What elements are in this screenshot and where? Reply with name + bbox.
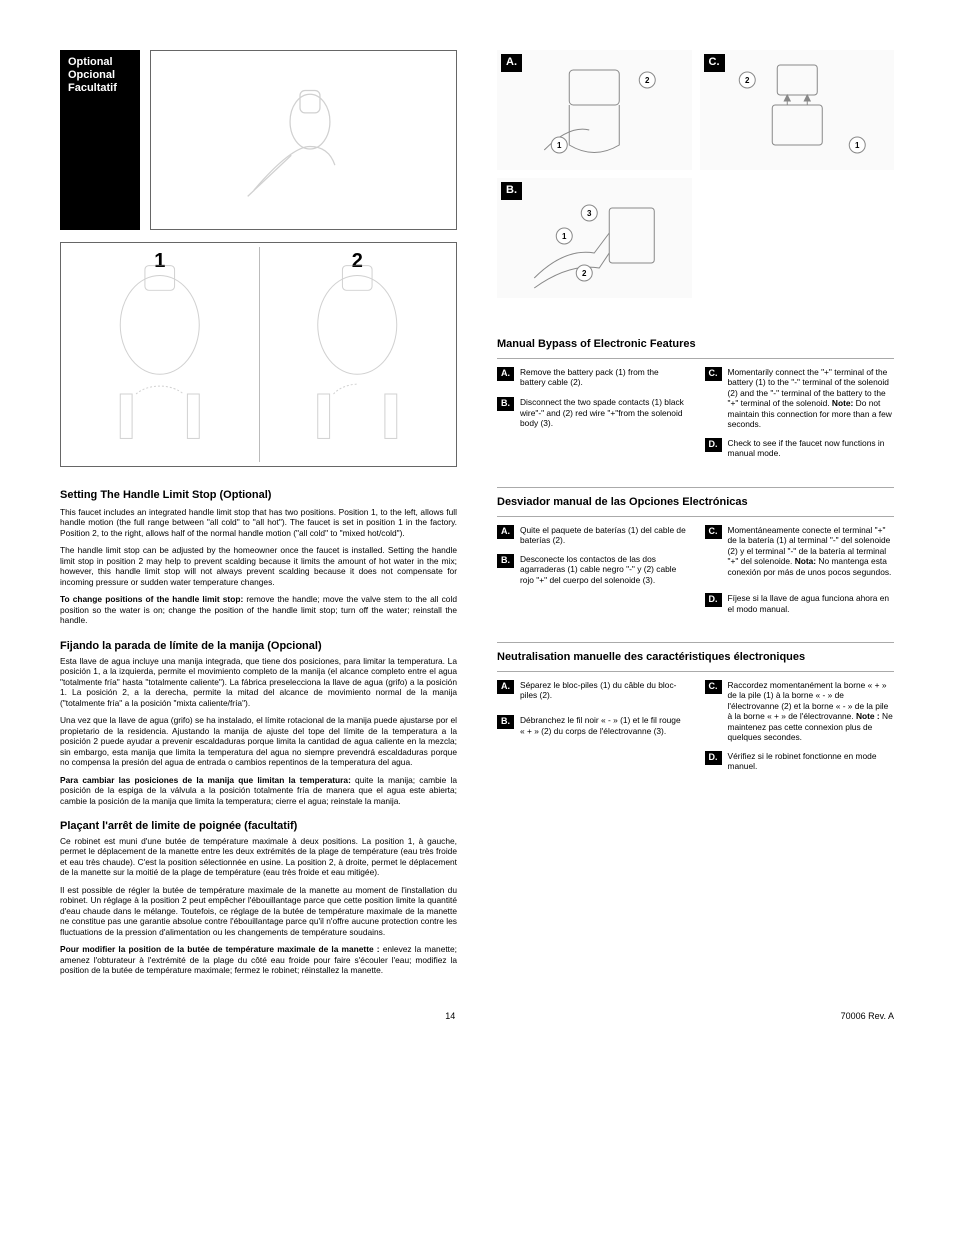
thumb-b: B. 3 1 2 [497,178,692,298]
divider [497,358,894,359]
r-fr-step-c: C. Raccordez momentanément la borne « + »… [705,680,895,743]
es-p3: Para cambiar las posiciones de la manija… [60,775,457,807]
svg-text:3: 3 [587,209,592,218]
step-letter-b: B. [497,715,514,729]
thumb-a: A. 2 1 [497,50,692,170]
r-es-d-text: Fíjese si la llave de agua funciona ahor… [728,593,895,614]
en-p3-bold: To change positions of the handle limit … [60,594,243,604]
figure-hand-screwdriver [150,50,457,230]
en-p1: This faucet includes an integrated handl… [60,507,457,539]
page-number: 14 [445,1011,455,1022]
thumb-c-letter: C. [704,54,725,72]
es-title: Fijando la parada de límite de la manija… [60,640,457,654]
es-p2: Una vez que la llave de agua (grifo) se … [60,715,457,768]
r-en-c-text: Momentarily connect the "+" terminal of … [728,367,895,430]
r-en-a-text: Remove the battery pack (1) from the bat… [520,367,687,389]
right-thumbnails: A. 2 1 C. [497,50,894,298]
step-letter-d: D. [705,438,722,452]
r-es-step-b: B. Desconecte los contactos de las dos ag… [497,554,687,586]
es-p1: Esta llave de agua incluye una manija in… [60,656,457,709]
r-es-b-text: Desconecte los contactos de las dos agar… [520,554,687,586]
r-en-step-c: C. Momentarily connect the "+" terminal o… [705,367,895,430]
page-columns: Optional Opcional Facultatif 1 2 [60,50,894,983]
badge-line-1: Optional [68,56,132,69]
step-letter-b: B. [497,397,514,411]
en-p2: The handle limit stop can be adjusted by… [60,545,457,587]
thumb-c: C. 2 1 [700,50,895,170]
step-letter-a: A. [497,680,514,694]
fr-p1: Ce robinet est muni d'une butée de tempé… [60,836,457,878]
hand-icon [197,78,411,203]
r-en-d-text: Check to see if the faucet now functions… [728,438,895,459]
right-column: A. 2 1 C. [497,50,894,983]
r-en-title: Manual Bypass of Electronic Features [497,338,894,352]
es-p3-bold: Para cambiar las posiciones de la manija… [60,775,351,785]
en-p3: To change positions of the handle limit … [60,594,457,626]
divider [497,642,894,643]
svg-text:1: 1 [562,232,567,241]
r-fr-d-text: Vérifiez si le robinet fonctionne en mod… [728,751,895,772]
divider [497,671,894,672]
svg-text:2: 2 [645,76,650,85]
r-en-c-bold: Note: [832,398,853,408]
thumb-a-art: 2 1 [497,50,692,170]
step-letter-c: C. [705,525,722,539]
doc-id: 70006 Rev. A [841,1011,894,1022]
top-row: Optional Opcional Facultatif [60,50,457,230]
r-en-step-b: B. Disconnect the two spade contacts (1) … [497,397,687,430]
r-es-steps: A. Quite el paquete de baterías (1) del c… [497,525,894,615]
r-en-steps: A. Remove the battery pack (1) from the b… [497,367,894,459]
fr-p3-bold: Pour modifier la position de la butée de… [60,944,380,954]
divider [497,516,894,517]
step-letter-d: D. [705,751,722,765]
r-fr-step-b: B. Débranchez le fil noir « - » (1) et le… [497,715,687,743]
r-fr-step-d: D. Vérifiez si le robinet fonctionne en m… [705,751,895,772]
step-letter-c: C. [705,367,722,381]
badge-line-2: Opcional [68,69,132,82]
thumb-b-letter: B. [501,182,522,200]
r-en-step-a: A. Remove the battery pack (1) from the b… [497,367,687,389]
svg-text:2: 2 [582,269,587,278]
r-es-step-d: D. Fíjese si la llave de agua funciona ah… [705,593,895,614]
step-letter-a: A. [497,525,514,539]
divider [497,487,894,488]
svg-text:1: 1 [855,141,860,150]
r-es-step-c: C. Momentáneamente conecte el terminal "+… [705,525,895,586]
r-en-b-text: Disconnect the two spade contacts (1) bl… [520,397,687,430]
r-es-c-text: Momentáneamente conecte el terminal "+" … [728,525,895,586]
svg-text:2: 2 [745,76,750,85]
optional-badge: Optional Opcional Facultatif [60,50,140,230]
badge-line-3: Facultatif [68,82,132,95]
thumb-c-art: 2 1 [700,50,895,170]
r-fr-c-bold: Note : [856,711,880,721]
r-fr-steps: A. Séparez le bloc-piles (1) du câble du … [497,680,894,772]
r-es-title: Desviador manual de las Opciones Electró… [497,496,894,510]
r-fr-b-text: Débranchez le fil noir « - » (1) et le f… [520,715,687,743]
fr-title: Plaçant l'arrêt de limite de poignée (fa… [60,820,457,834]
step-letter-b: B. [497,554,514,568]
r-fr-step-a: A. Séparez le bloc-piles (1) du câble du … [497,680,687,708]
r-fr-title: Neutralisation manuelle des caractéristi… [497,651,894,665]
r-fr-a-text: Séparez le bloc-piles (1) du câble du bl… [520,680,687,708]
figure-position-1-2: 1 2 [60,242,457,467]
svg-text:1: 1 [557,141,562,150]
r-fr-c-text: Raccordez momentanément la borne « + » d… [728,680,895,743]
thumb-b-art: 3 1 2 [497,178,692,298]
fr-p3: Pour modifier la position de la butée de… [60,944,457,976]
r-es-c-bold: Nota: [795,556,816,566]
step-letter-d: D. [705,593,722,607]
page-footer: 14 70006 Rev. A [60,1011,894,1022]
thumb-a-letter: A. [501,54,522,72]
r-en-step-d: D. Check to see if the faucet now functio… [705,438,895,459]
r-es-a-text: Quite el paquete de baterías (1) del cab… [520,525,687,546]
step-letter-c: C. [705,680,722,694]
step-letter-a: A. [497,367,514,381]
en-title: Setting The Handle Limit Stop (Optional) [60,489,457,503]
fr-p2: Il est possible de régler la butée de te… [60,885,457,938]
r-es-step-a: A. Quite el paquete de baterías (1) del c… [497,525,687,546]
left-column: Optional Opcional Facultatif 1 2 [60,50,457,983]
limit-stop-diagram [61,243,456,466]
